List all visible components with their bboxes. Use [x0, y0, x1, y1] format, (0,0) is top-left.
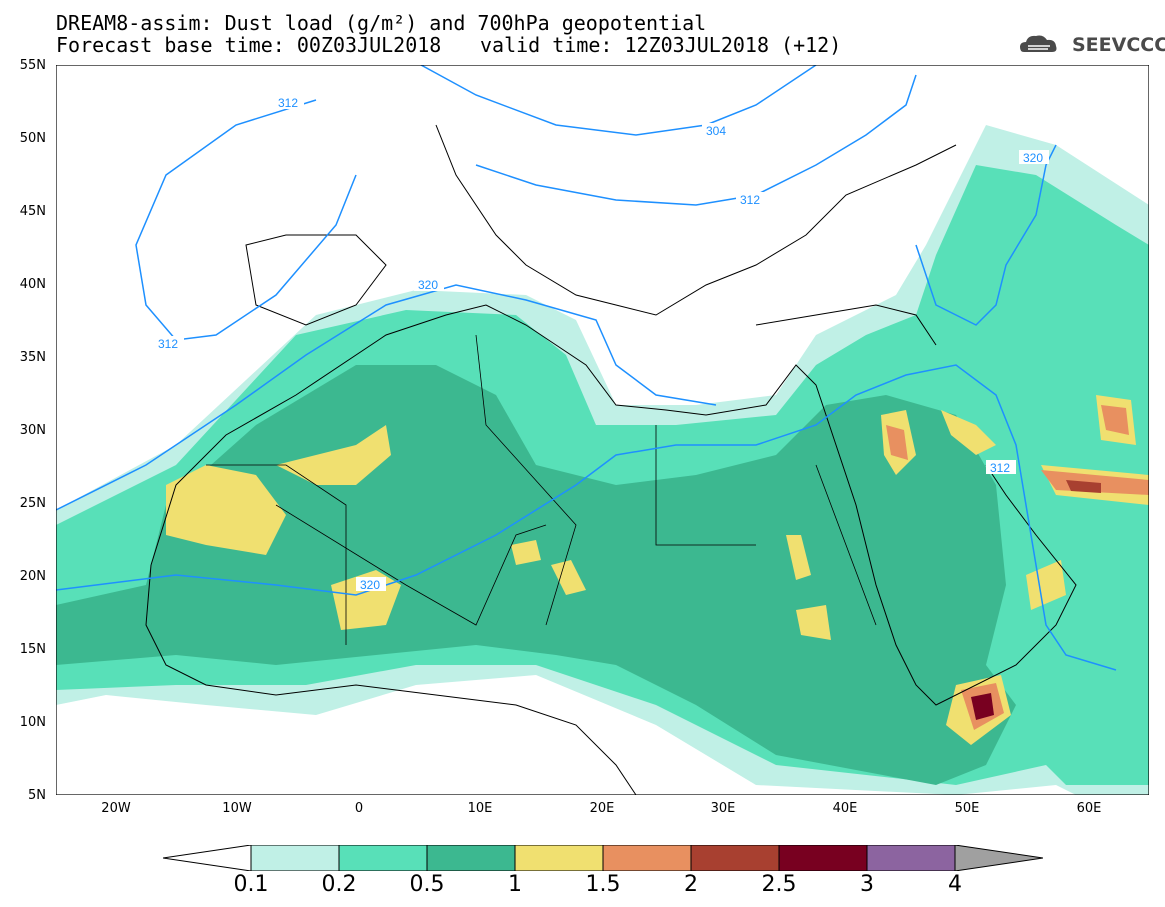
- lat-label: 55N: [19, 58, 46, 73]
- lon-label: 20E: [589, 801, 615, 816]
- colorbar-label: 1.5: [585, 872, 621, 897]
- colorbar: [163, 845, 1043, 871]
- colorbar-high-arrow: [954, 845, 1043, 871]
- colorbar-segment: [866, 845, 956, 871]
- coastline: [435, 124, 957, 316]
- colorbar-segment: [778, 845, 868, 871]
- coastline: [755, 304, 937, 346]
- contour-label: 312: [990, 461, 1010, 475]
- cloud-icon: [1020, 35, 1057, 52]
- colorbar-label: 3: [860, 872, 874, 897]
- lat-label: 40N: [19, 277, 46, 292]
- colorbar-segment: [690, 845, 780, 871]
- colorbar-label: 0.1: [233, 872, 269, 897]
- colorbar-label: 2.5: [761, 872, 797, 897]
- lat-label: 25N: [19, 496, 46, 511]
- dust-hotspot-peak: [1066, 480, 1101, 493]
- lon-label: 60E: [1076, 801, 1102, 816]
- coastline: [245, 234, 387, 326]
- colorbar-segment: [250, 845, 340, 871]
- lon-label: 10E: [467, 801, 493, 816]
- colorbar-label: 2: [684, 872, 698, 897]
- lat-label: 20N: [19, 569, 46, 584]
- dust-hotspot: [1026, 560, 1066, 610]
- dust-hotspot: [786, 535, 811, 580]
- lon-label: 40E: [832, 801, 858, 816]
- logo-text: SEEVCCC: [1072, 34, 1165, 56]
- dust-hotspot: [276, 425, 391, 485]
- title-line-2-base-time: Forecast base time: 00Z03JUL2018: [56, 33, 442, 57]
- dust-hotspot-strong: [1101, 405, 1129, 435]
- lat-label: 30N: [19, 423, 46, 438]
- colorbar-label: 4: [948, 872, 962, 897]
- geopotential-contour: [915, 144, 1057, 326]
- colorbar-segment: [426, 845, 516, 871]
- lon-label: 50E: [954, 801, 980, 816]
- contour-label: 320: [360, 578, 380, 592]
- colorbar-segment: [602, 845, 692, 871]
- dust-hotspot: [941, 410, 996, 455]
- country-border: [206, 334, 877, 645]
- dust-hotspot: [511, 540, 541, 565]
- lon-label: 0: [354, 801, 364, 816]
- geopotential-contour: [135, 99, 357, 341]
- dust-hotspot-peak: [971, 693, 994, 720]
- lon-label: 20W: [101, 801, 131, 816]
- contour-label: 320: [1023, 151, 1043, 165]
- geopotential-contour: [56, 284, 717, 511]
- lat-label: 50N: [19, 131, 46, 146]
- colorbar-segment: [514, 845, 604, 871]
- lat-label: 10N: [19, 715, 46, 730]
- dust-hotspot: [551, 560, 586, 595]
- dust-map: 312 304 312 320 312 320 320 312: [56, 65, 1149, 795]
- dust-hotspot: [166, 465, 286, 555]
- title-line-2-valid-time: valid time: 12Z03JUL2018 (+12): [480, 33, 842, 57]
- geopotential-contour: [420, 65, 817, 136]
- lon-label: 10W: [222, 801, 252, 816]
- contour-label: 312: [740, 193, 760, 207]
- contour-label: 312: [158, 337, 178, 351]
- contour-label: 312: [278, 96, 298, 110]
- colorbar-segment: [338, 845, 428, 871]
- coastline: [145, 564, 637, 795]
- title-line-1: DREAM8-assim: Dust load (g/m²) and 700hP…: [56, 11, 707, 35]
- lat-label: 35N: [19, 350, 46, 365]
- lat-label: 5N: [28, 788, 46, 803]
- lat-label: 45N: [19, 204, 46, 219]
- colorbar-label: 0.2: [321, 872, 357, 897]
- colorbar-low-arrow: [163, 845, 252, 871]
- contour-label: 320: [418, 278, 438, 292]
- colorbar-label: 1: [508, 872, 522, 897]
- coastline: [150, 304, 1077, 706]
- lon-label: 30E: [710, 801, 736, 816]
- dust-hotspot: [796, 605, 831, 640]
- colorbar-label: 0.5: [409, 872, 445, 897]
- lat-label: 15N: [19, 642, 46, 657]
- contour-label: 304: [706, 124, 726, 138]
- dust-hotspot-strong: [886, 425, 908, 460]
